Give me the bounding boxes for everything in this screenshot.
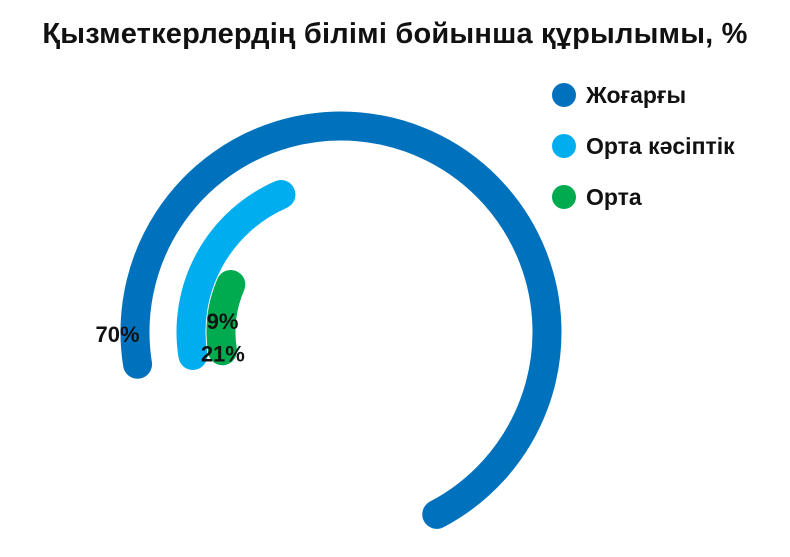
data-label-orta-kasiptik: 21% [201, 341, 245, 366]
data-labels: 70% 21% 9% [96, 309, 245, 367]
legend-item-orta-kasiptik: Орта кәсіптік [552, 129, 735, 163]
legend-label-orta: Орта [586, 183, 642, 210]
legend-item-zhogargy: Жоғарғы [552, 78, 735, 112]
bar-zhogargy [120, 111, 562, 529]
bar-orta-kasiptik [176, 180, 296, 370]
data-label-orta: 9% [207, 309, 239, 334]
legend-swatch-orta-kasiptik [552, 134, 576, 158]
legend-swatch-zhogargy [552, 83, 576, 107]
legend-label-zhogargy: Жоғарғы [586, 81, 687, 108]
legend-label-orta-kasiptik: Орта кәсіптік [586, 132, 735, 159]
legend-item-orta: Орта [552, 180, 735, 214]
legend: Жоғарғы Орта кәсіптік Орта [552, 78, 735, 231]
radial-rings [120, 111, 562, 529]
bar-orta [206, 270, 246, 366]
legend-swatch-orta [552, 185, 576, 209]
data-label-zhogargy: 70% [96, 322, 140, 347]
chart-title: Қызметкерлердің білімі бойынша құрылымы,… [42, 18, 748, 50]
